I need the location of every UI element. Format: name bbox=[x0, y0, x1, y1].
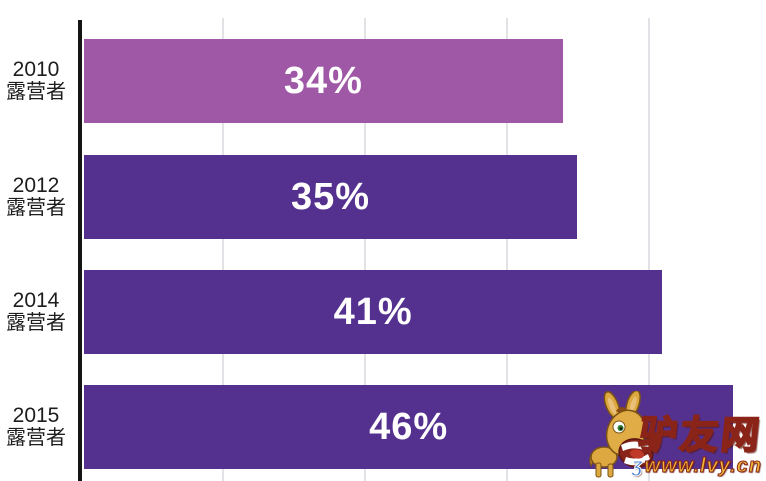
bar-value-label: 34% bbox=[283, 59, 363, 102]
category-group: 露营者 bbox=[6, 312, 66, 334]
bar-2012: 35% bbox=[84, 155, 577, 239]
gridline-40-percent bbox=[648, 18, 650, 481]
gridline-10-percent bbox=[222, 18, 224, 481]
category-group: 露营者 bbox=[6, 81, 66, 103]
category-year: 2010 bbox=[12, 58, 60, 81]
y-axis-line bbox=[78, 20, 82, 481]
bar-2014: 41% bbox=[84, 270, 663, 354]
category-label-2010: 2010 露营者 bbox=[2, 39, 70, 123]
category-year: 2012 bbox=[12, 174, 60, 197]
category-label-2012: 2012 露营者 bbox=[2, 155, 70, 239]
category-group: 露营者 bbox=[6, 427, 66, 449]
bar-value-label: 46% bbox=[369, 405, 449, 448]
category-label-2014: 2014 露营者 bbox=[2, 270, 70, 354]
gridline-20-percent bbox=[364, 18, 366, 481]
category-year: 2014 bbox=[12, 289, 60, 312]
gridline-30-percent bbox=[506, 18, 508, 481]
bar-value-label: 35% bbox=[290, 175, 371, 218]
bar-2010: 34% bbox=[84, 39, 563, 123]
category-group: 露营者 bbox=[6, 197, 66, 219]
bar-value-label: 41% bbox=[333, 290, 413, 333]
category-label-2015: 2015 露营者 bbox=[2, 385, 70, 469]
bar-2015: 46% bbox=[84, 385, 734, 469]
category-year: 2015 bbox=[12, 404, 60, 427]
